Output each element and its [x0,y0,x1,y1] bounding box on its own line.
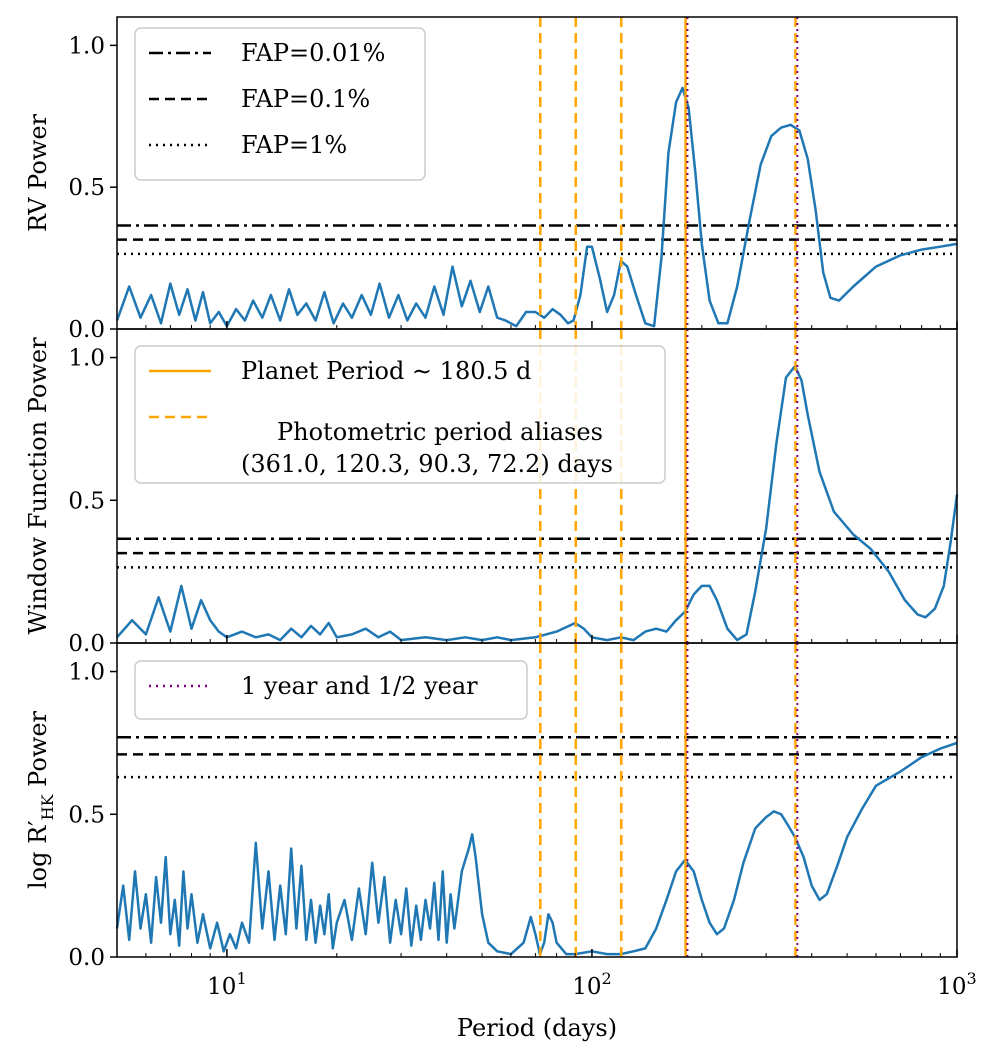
y-tick-label: 1.0 [68,346,105,372]
panel-window: 0.0 0.5 1.0 Window Function Power [24,328,959,657]
x-tick-base: 10 [572,974,601,1000]
x-axis-label: Period (days) [457,1014,617,1042]
legend-0: FAP=0.01% FAP=0.1% FAP=1% [134,27,426,181]
legend-label: FAP=1% [241,131,347,159]
periodogram-line-window [116,364,959,642]
y-tick-label: 1.0 [68,33,105,59]
x-tick-base: 10 [207,974,236,1000]
y-tick-label: 0.5 [68,802,105,828]
y-tick-label: 0.0 [68,945,105,971]
periodogram-line-rhk [115,741,958,956]
periodogram-line-rv [115,86,958,328]
legend-label: FAP=0.01% [241,39,385,67]
legend-label: Planet Period ∼ 180.5 d [241,357,531,385]
y-axis-label: RV Power [24,113,52,232]
legend-label: Photometric period aliases [277,418,603,446]
y-axis-label-subscript: HK [38,793,57,820]
panel-frame [116,642,958,958]
y-tick-label: 0.5 [68,175,105,201]
legend-box [134,27,426,181]
x-tick-base: 10 [937,974,966,1000]
y-tick-label: 0.5 [68,488,105,514]
x-tick-label: 101 [207,969,246,1000]
y-axis-label-main: log R′ [24,820,52,889]
legend-2: 1 year and 1/2 year [134,660,528,720]
y-tick-label: 1.0 [68,660,105,686]
y-tick-label: 0.0 [68,317,105,343]
y-axis-label: Window Function Power [24,337,52,635]
legend-box [134,345,666,484]
x-tick-label: 103 [937,969,976,1000]
x-tick-exponent: 2 [601,969,611,988]
panel-rhk: 0.0 0.5 1.0 log R′HK Power [24,642,958,971]
x-tick-exponent: 1 [236,969,246,988]
y-axis-label-suffix: Power [24,710,52,794]
y-axis-label-main: RV Power [24,113,52,232]
y-tick-label: 0.0 [68,631,105,657]
x-tick-label: 102 [572,969,611,1000]
y-axis-label-main: Window Function Power [24,337,52,635]
legend-box [134,660,528,720]
legend-label: FAP=0.1% [241,85,370,113]
y-axis-label: log R′HK Power [24,710,57,889]
legend-1: Planet Period ∼ 180.5 d Photometric perio… [134,345,666,484]
x-tick-exponent: 3 [967,969,977,988]
legend-label: 1 year and 1/2 year [241,672,478,700]
legend-label-line2: (361.0, 120.3, 90.3, 72.2) days [241,450,613,478]
